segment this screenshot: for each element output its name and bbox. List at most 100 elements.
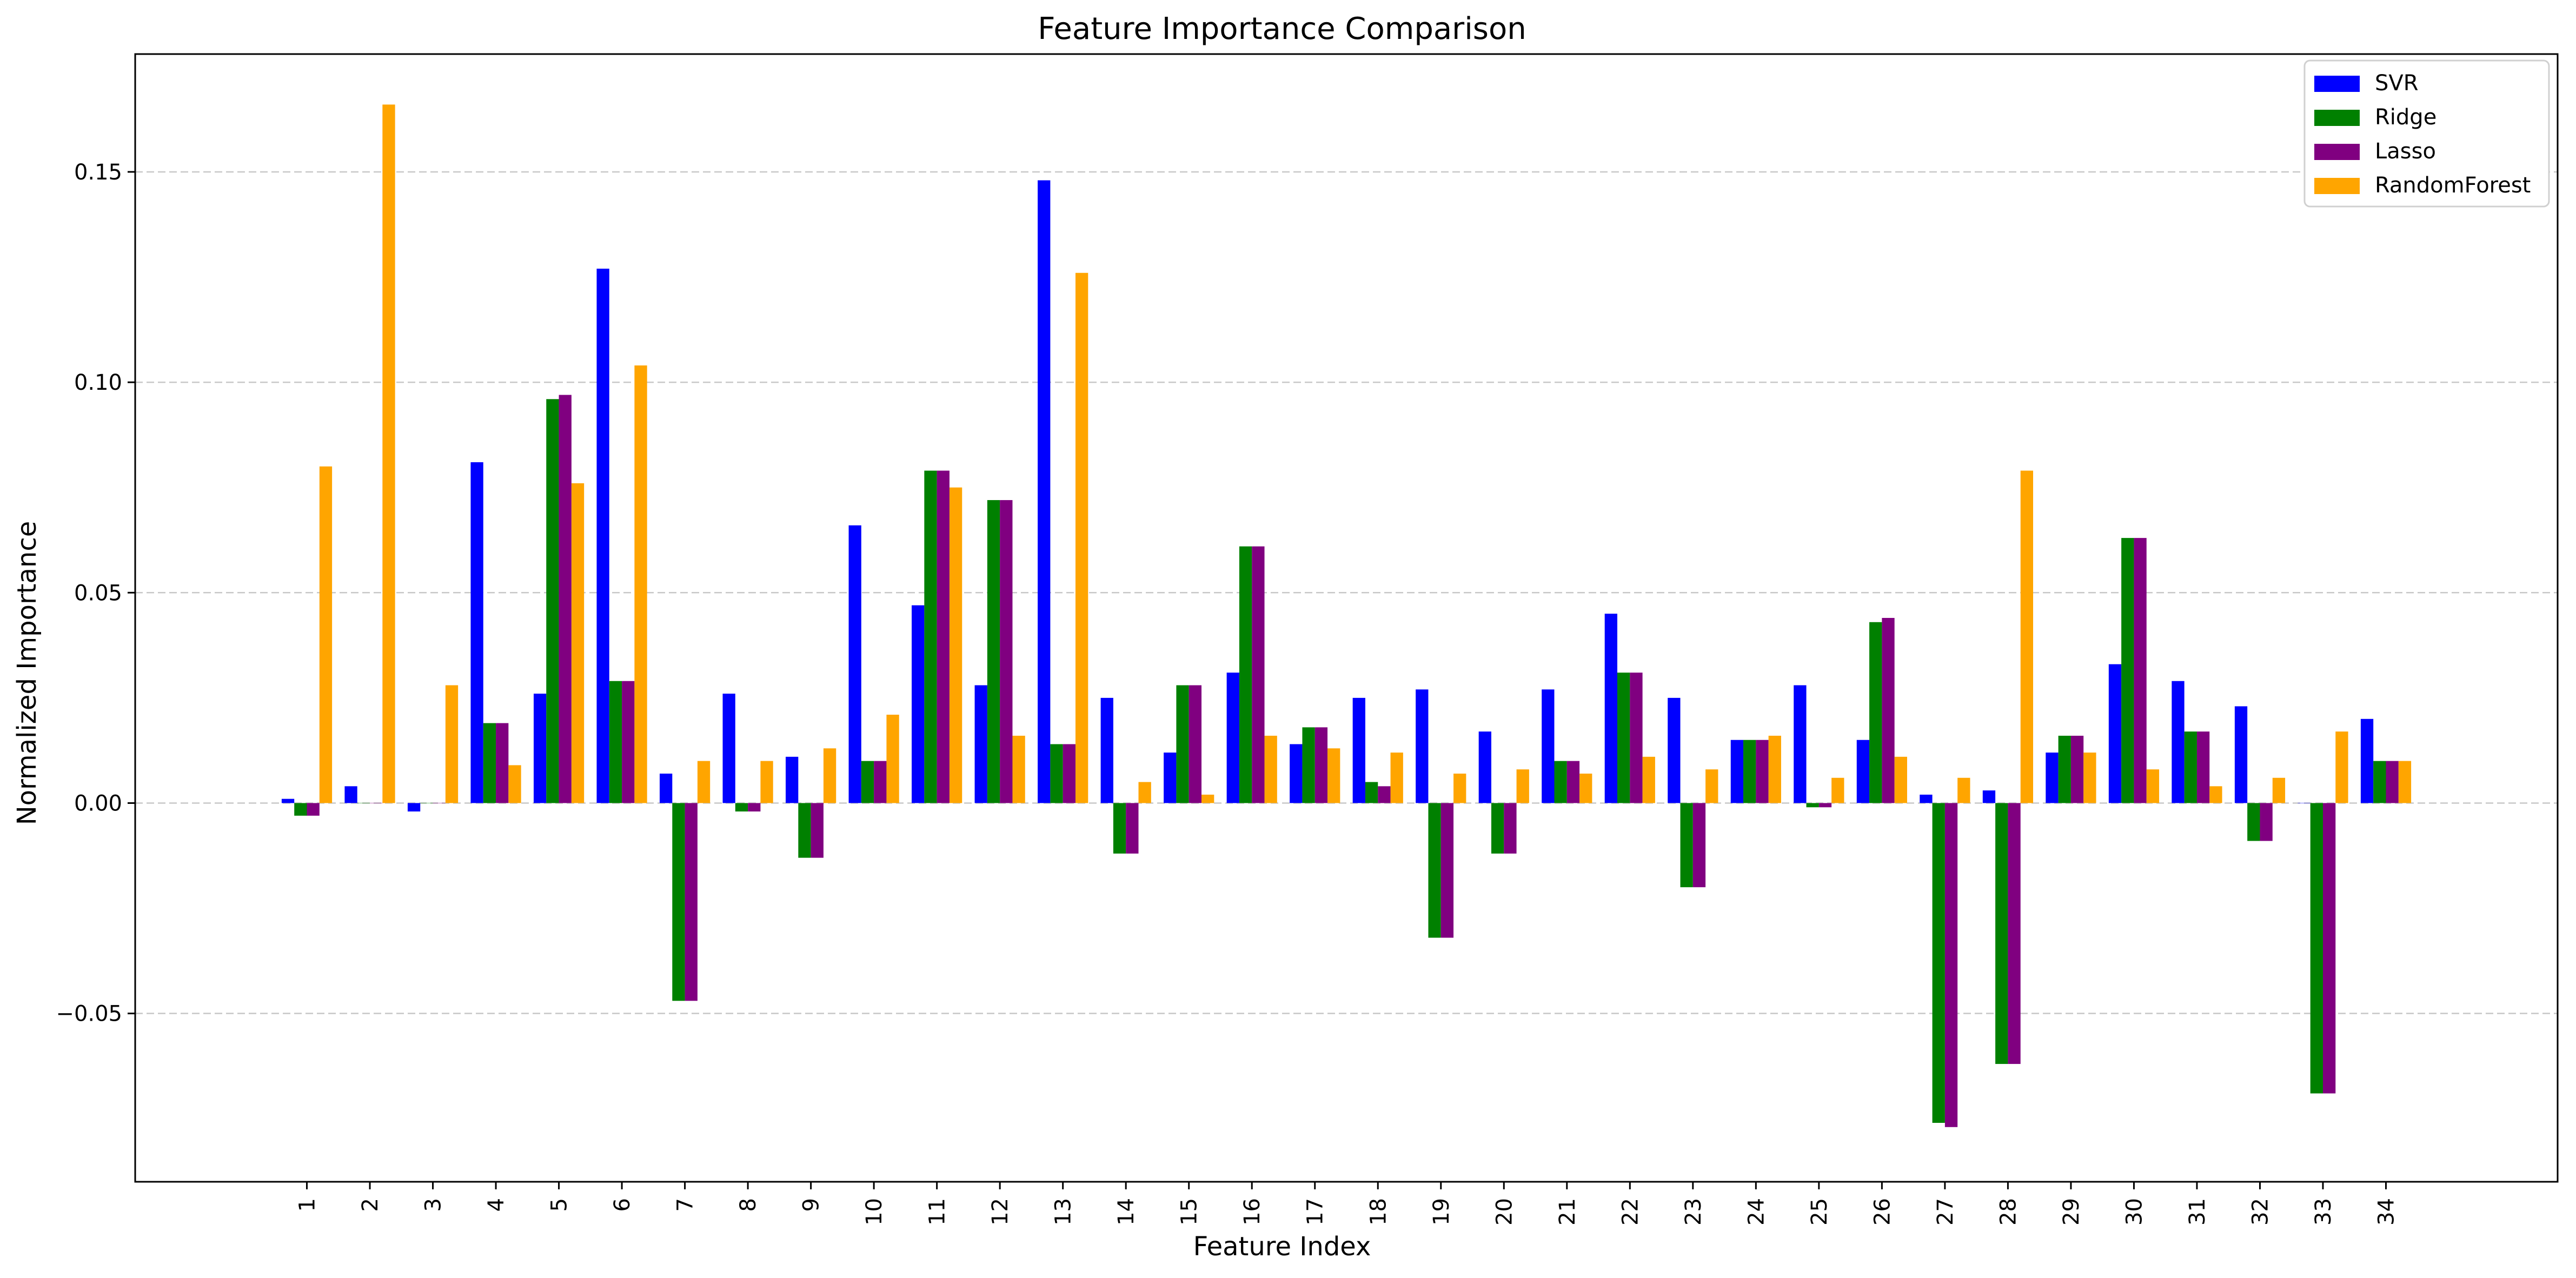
x-tick-label: 14 [1114,1198,1139,1226]
bar-svr-17 [1290,744,1303,803]
bar-ridge-1 [294,803,307,816]
legend-swatch-svr [2314,76,2360,92]
x-tick-label: 22 [1618,1198,1643,1226]
x-tick-label: 13 [1051,1198,1076,1226]
bar-svr-29 [2046,753,2059,803]
bar-randomforest-2 [382,104,395,803]
bar-lasso-9 [811,803,824,858]
x-tick-label: 6 [610,1198,635,1212]
bar-svr-18 [1352,697,1365,803]
x-axis: 1 2 3 4 5 6 7 8 9 10 11 12 13 14 15 16 17 18 19 20 21 22 23 24 2… [295,1182,2399,1226]
bar-svr-13 [1038,180,1051,803]
bar-randomforest-23 [1705,769,1718,803]
bar-randomforest-27 [1957,777,1970,803]
bar-ridge-34 [2373,761,2386,803]
bar-svr-5 [533,694,547,803]
x-tick-label: 15 [1177,1198,1202,1226]
bar-svr-34 [2360,718,2374,803]
bar-randomforest-12 [1012,735,1025,803]
y-axis-label: Normalized Importance [12,521,42,826]
bar-randomforest-1 [319,466,333,803]
legend-swatch-randomforest [2314,178,2360,194]
legend-box [2303,59,2550,208]
x-tick-label: 9 [799,1198,824,1212]
bar-svr-27 [1920,794,1933,803]
bar-ridge-9 [798,803,811,858]
bar-randomforest-8 [760,761,773,803]
bar-ridge-26 [1869,622,1882,803]
x-tick-label: 26 [1870,1198,1895,1226]
bar-lasso-7 [685,803,698,1001]
bar-ridge-25 [1806,803,1819,808]
bar-ridge-10 [861,761,874,803]
bar-ridge-24 [1743,740,1756,803]
bar-ridge-27 [1932,803,1945,1123]
bar-svr-21 [1542,689,1555,803]
legend-swatch-ridge [2314,110,2360,126]
bar-ridge-13 [1050,744,1063,803]
bar-lasso-34 [2386,761,2399,803]
bar-randomforest-24 [1768,735,1781,803]
bar-svr-31 [2172,681,2185,803]
bar-lasso-10 [874,761,887,803]
bar-ridge-18 [1365,782,1378,803]
bar-lasso-33 [2322,803,2336,1094]
bar-randomforest-3 [445,685,459,803]
bar-randomforest-34 [2398,761,2412,803]
bar-svr-22 [1604,614,1618,803]
x-tick-label: 2 [358,1198,383,1212]
bar-lasso-18 [1378,786,1391,803]
bars [281,104,2412,1127]
legend-swatch-lasso [2314,144,2360,160]
bar-lasso-5 [559,395,572,803]
chart-title: Feature Importance Comparison [1038,11,1526,46]
bar-svr-32 [2234,706,2248,803]
bar-lasso-6 [622,681,635,803]
x-tick-label: 19 [1429,1198,1454,1226]
bar-lasso-13 [1063,744,1075,803]
x-tick-label: 23 [1681,1198,1706,1226]
bar-randomforest-31 [2209,786,2222,803]
x-tick-label: 27 [1933,1198,1958,1226]
bar-ridge-31 [2184,731,2197,803]
bar-randomforest-22 [1642,756,1655,803]
bar-svr-2 [344,786,357,803]
bar-lasso-14 [1126,803,1139,854]
bar-lasso-27 [1944,803,1958,1127]
bar-randomforest-17 [1327,748,1340,803]
x-tick-label: 12 [988,1198,1013,1226]
bar-randomforest-21 [1579,773,1592,803]
bar-svr-10 [848,525,861,803]
bar-randomforest-6 [634,365,647,803]
y-tick-label: 0.10 [74,370,122,395]
bar-ridge-28 [1995,803,2008,1064]
y-tick-label: −0.05 [56,1002,122,1027]
bar-ridge-29 [2058,735,2071,803]
bar-ridge-5 [546,399,559,803]
x-tick-label: 32 [2248,1198,2273,1226]
bar-svr-25 [1794,685,1807,803]
x-tick-label: 20 [1492,1198,1517,1226]
bar-randomforest-26 [1894,756,1907,803]
bar-lasso-22 [1630,673,1643,803]
bar-svr-20 [1478,731,1491,803]
bar-svr-12 [974,685,987,803]
bar-randomforest-28 [2020,470,2034,803]
bar-svr-11 [912,605,925,803]
bar-lasso-4 [496,723,509,803]
y-axis: −0.05 0.00 0.05 0.10 0.15 [56,160,135,1027]
bar-randomforest-14 [1138,782,1151,803]
bar-ridge-15 [1176,685,1189,803]
bar-ridge-23 [1680,803,1693,888]
x-tick-label: 1 [295,1198,320,1212]
bar-ridge-11 [924,470,937,803]
x-axis-label: Feature Index [1193,1232,1371,1262]
bar-ridge-6 [609,681,622,803]
bar-randomforest-7 [697,761,711,803]
bar-lasso-25 [1818,803,1832,808]
bar-lasso-1 [307,803,320,816]
bar-randomforest-5 [571,483,585,803]
bar-lasso-31 [2196,731,2210,803]
bar-svr-26 [1856,740,1870,803]
